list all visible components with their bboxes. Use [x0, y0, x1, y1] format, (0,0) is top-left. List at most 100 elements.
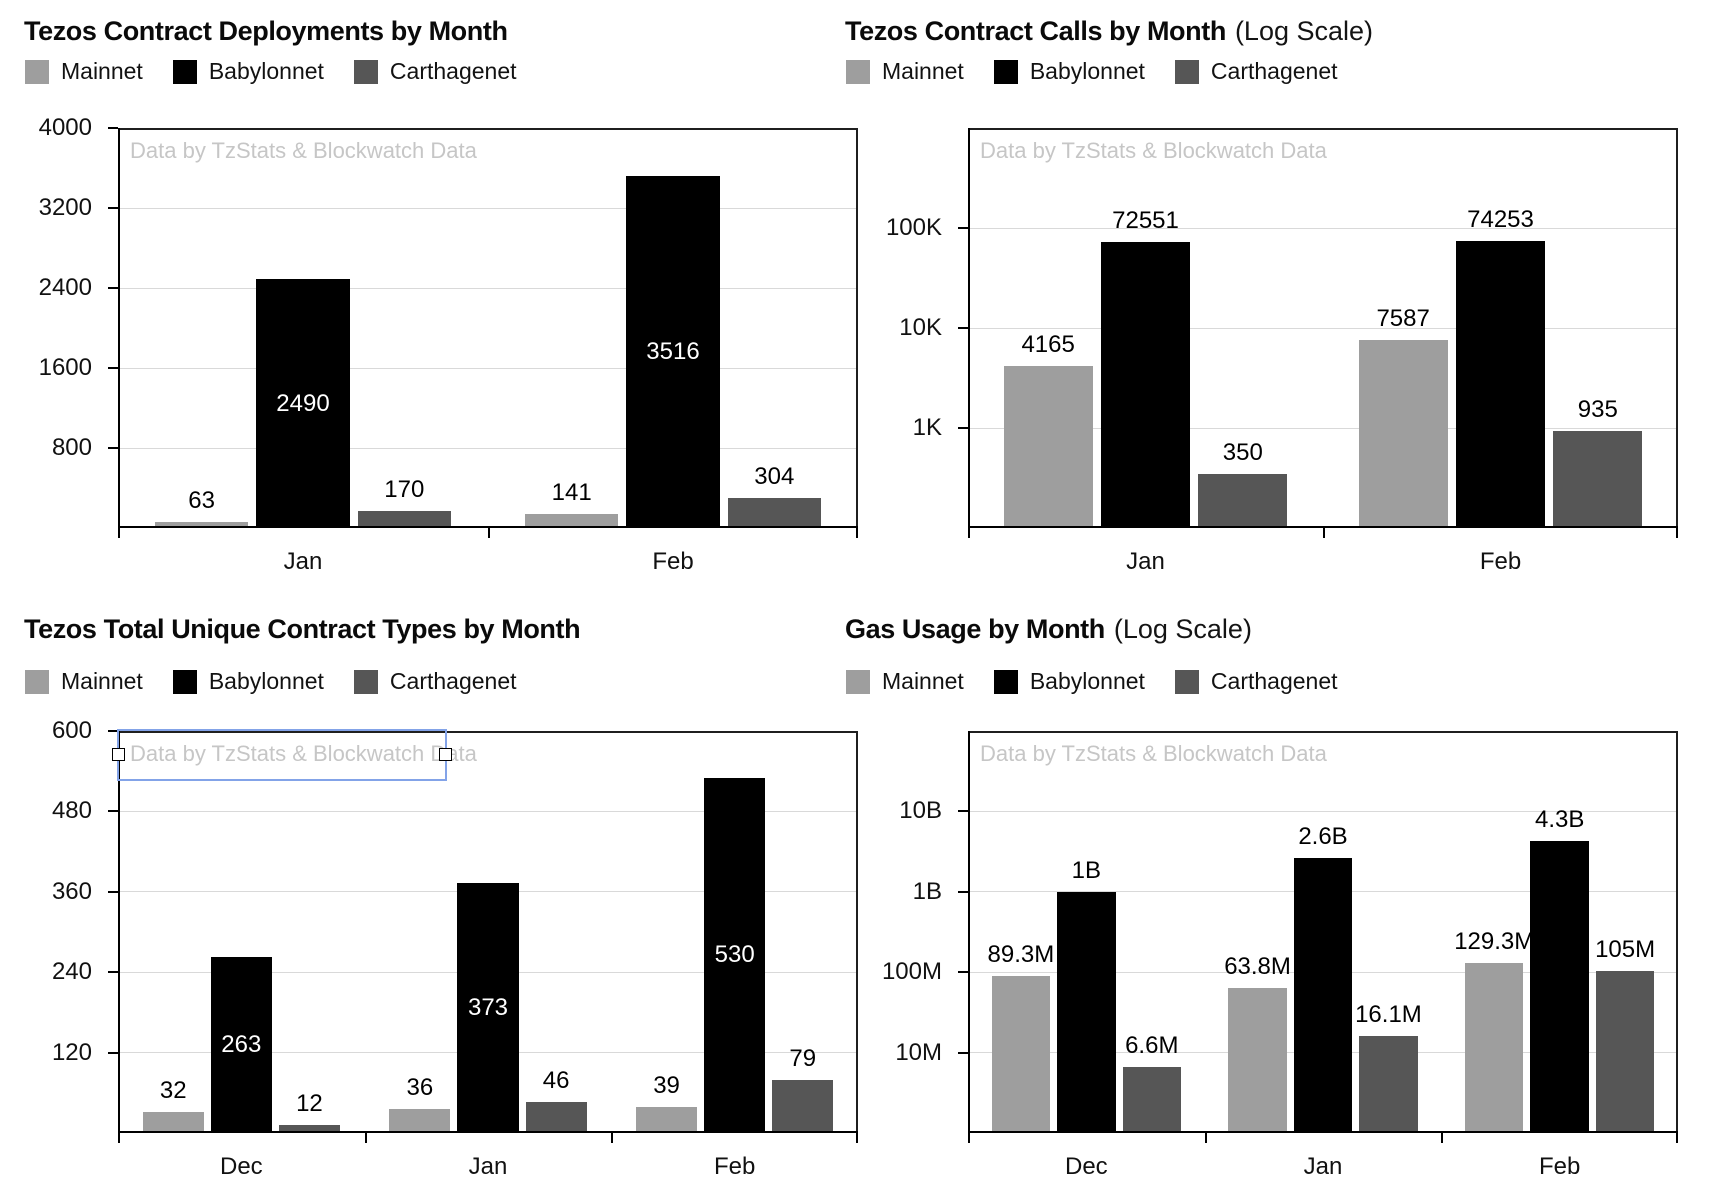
bar-value-label: 530 [714, 941, 755, 969]
y-axis-label: 120 [51, 1038, 92, 1066]
y-axis-label: 2400 [38, 274, 92, 301]
bar-value-label: 4165 [1021, 331, 1075, 359]
bar-carthagenet-jan [1198, 473, 1288, 528]
legend-swatch-mainnet [846, 59, 870, 84]
x-tick [856, 1133, 858, 1143]
bar-mainnet-feb [1465, 963, 1524, 1133]
legend-swatch-mainnet [25, 59, 49, 84]
legend-item-mainnet: Mainnet [25, 58, 143, 85]
x-tick [364, 1133, 367, 1143]
watermark-text[interactable]: Data by TzStats & Blockwatch Data [980, 138, 1327, 163]
bar-value-label: 72551 [1112, 206, 1179, 234]
bar-babylonnet-feb [1455, 240, 1546, 528]
x-axis-label: Jan [468, 1153, 508, 1180]
legend-swatch-babylonnet [172, 59, 197, 84]
bar-babylonnet-jan [457, 883, 519, 1133]
watermark-text[interactable]: Data by TzStats & Blockwatch Data [980, 741, 1327, 766]
bar-value-label: 63.8M [1224, 952, 1291, 980]
bar-value-label: 7587 [1376, 305, 1430, 332]
bar-value-label: 350 [1222, 438, 1263, 466]
selection-handle-left[interactable] [112, 748, 125, 761]
gridline [118, 367, 858, 369]
bar-value-label: 2.6B [1298, 823, 1348, 851]
y-axis-label: 1K [912, 414, 942, 441]
bar-value-label: 32 [159, 1076, 187, 1104]
legend-swatch-carthagenet [353, 59, 378, 84]
bar-mainnet-jan [1228, 987, 1287, 1133]
chart-title-text: Gas Usage by Month [845, 614, 1105, 644]
bar-mainnet-jan [389, 1108, 451, 1133]
selection-handle-right[interactable] [439, 748, 452, 761]
y-tick [108, 447, 118, 449]
chart-legend: Mainnet Babylonnet Carthagenet [25, 58, 517, 85]
bar-carthagenet-jan [1359, 1035, 1418, 1133]
chart-tezos-contract-calls-by-month: Tezos Contract Calls by Month (Log Scale)… [845, 14, 1718, 580]
chart-subtitle: (Log Scale) [1234, 16, 1374, 46]
y-tick [958, 810, 968, 813]
x-tick [856, 528, 858, 538]
x-tick [1441, 1133, 1444, 1143]
y-axis-label: 4000 [38, 114, 92, 141]
y-tick [108, 287, 118, 289]
bar-value-label: 6.6M [1125, 1032, 1179, 1060]
x-tick [118, 1133, 120, 1143]
bar-value-label: 170 [384, 476, 425, 503]
y-tick [958, 890, 968, 893]
legend-swatch-babylonnet [993, 59, 1018, 84]
bar-carthagenet-feb [727, 497, 821, 528]
x-axis-label: Feb [1538, 1153, 1581, 1180]
y-axis-line [968, 731, 970, 1133]
x-axis-line [118, 1131, 858, 1133]
chart-legend: Mainnet Babylonnet Carthagenet [846, 668, 1338, 695]
bar-carthagenet-jan [357, 511, 451, 528]
bar-mainnet-jan [155, 521, 249, 528]
plot-area: 10M 100M 1B 10B Dec 89.3M 1B 6.6M Jan 63.8M 2.6B 16… [882, 731, 1678, 1180]
plot-frame-top [968, 731, 1678, 733]
chart-legend: Mainnet Babylonnet Carthagenet [846, 58, 1338, 85]
x-axis-label: Jan [1303, 1153, 1343, 1180]
legend-item-mainnet: Mainnet [846, 668, 964, 695]
y-tick [108, 127, 118, 129]
legend-label: Carthagenet [1210, 58, 1338, 84]
x-axis-label: Feb [652, 548, 694, 575]
y-axis-label: 1600 [38, 354, 92, 381]
y-tick [108, 367, 118, 369]
legend-swatch-babylonnet [172, 669, 197, 694]
selection-box[interactable] [112, 729, 452, 781]
x-tick [968, 528, 970, 538]
bar-carthagenet-feb [772, 1080, 834, 1133]
y-tick [108, 207, 118, 209]
x-tick [1204, 1133, 1207, 1143]
y-axis-label: 10K [899, 314, 942, 341]
legend-item-babylonnet: Babylonnet [993, 58, 1145, 85]
x-axis-label: Jan [283, 548, 323, 575]
bar-value-label: 4.3B [1534, 805, 1585, 833]
x-tick [1323, 528, 1325, 538]
bar-value-label: 105M [1595, 935, 1656, 963]
watermark-text[interactable]: Data by TzStats & Blockwatch Data [130, 138, 477, 163]
watermark-text[interactable]: Data by TzStats & Blockwatch Data [130, 741, 477, 766]
bar-babylonnet-jan [1293, 858, 1353, 1133]
legend-item-carthagenet: Carthagenet [1174, 668, 1338, 695]
bar-value-label: 129.3M [1454, 928, 1535, 956]
chart-tezos-contract-deployments-by-month: Tezos Contract Deployments by Month Mainn… [24, 14, 858, 580]
bar-value-label: 36 [406, 1073, 434, 1101]
bar-carthagenet-dec [278, 1124, 340, 1133]
chart-tezos-total-unique-contract-types-by-month: Tezos Total Unique Contract Types by Mon… [24, 612, 858, 1180]
y-axis-line [118, 128, 120, 528]
legend-item-babylonnet: Babylonnet [172, 668, 324, 695]
legend-item-babylonnet: Babylonnet [172, 58, 324, 85]
y-tick [958, 427, 968, 429]
chart-legend: Mainnet Babylonnet Carthagenet [25, 668, 517, 695]
plot-area: 1K 10K 100K Jan 4165 72551 350 Feb 7587 74253 935 D… [886, 128, 1678, 575]
y-tick [108, 730, 118, 732]
bar-value-label: 89.3M [987, 941, 1055, 969]
chart-title: Tezos Total Unique Contract Types by Mon… [24, 612, 581, 646]
bar-babylonnet-feb [626, 176, 720, 528]
legend-label: Babylonnet [1029, 668, 1145, 694]
x-axis-line [968, 1131, 1678, 1133]
bar-mainnet-jan [1003, 366, 1093, 528]
plot-frame-right [1676, 731, 1678, 1133]
legend-label: Mainnet [882, 668, 964, 694]
bar-carthagenet-dec [1122, 1067, 1181, 1133]
